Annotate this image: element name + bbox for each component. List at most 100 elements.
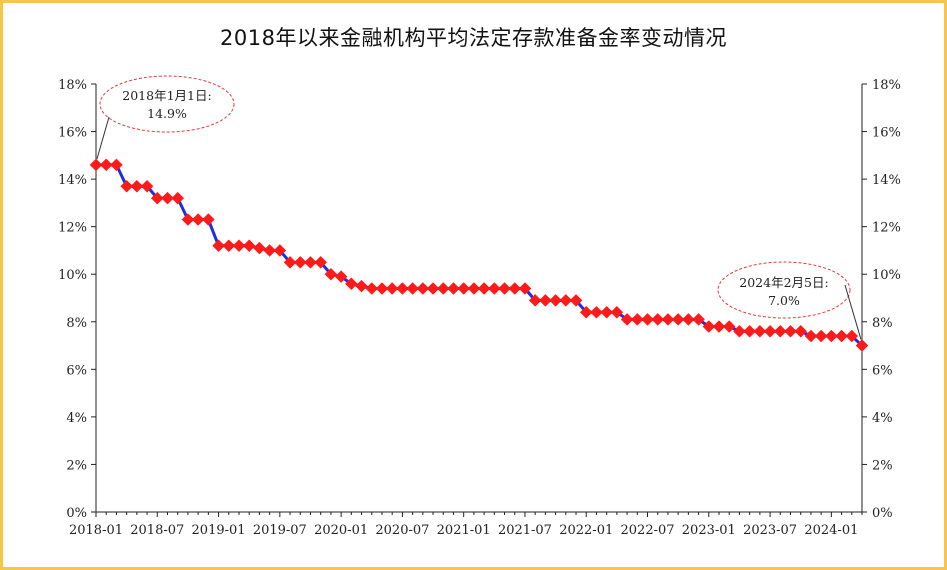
data-point <box>355 279 368 293</box>
y-tick-label-right: 14% <box>872 173 901 188</box>
data-point <box>426 282 440 295</box>
data-point <box>508 282 522 295</box>
data-point <box>794 324 808 338</box>
y-tick-label-left: 2% <box>66 458 87 473</box>
data-point <box>212 239 225 253</box>
data-point <box>620 313 634 326</box>
data-point <box>293 255 307 269</box>
y-tick-label-right: 8% <box>872 316 893 331</box>
data-point <box>743 324 757 338</box>
y-tick-label-left: 10% <box>58 268 87 283</box>
chart-title: 2018年以来金融机构平均法定存款准备金率变动情况 <box>220 26 727 50</box>
data-point <box>283 255 297 269</box>
data-point <box>651 313 665 326</box>
data-point <box>784 324 797 338</box>
data-point <box>324 267 338 281</box>
data-point <box>191 213 205 226</box>
y-tick-label-left: 0% <box>66 506 87 521</box>
data-point <box>253 241 266 255</box>
data-point <box>569 294 583 307</box>
data-point <box>518 282 532 295</box>
y-tick-label-right: 2% <box>872 458 893 473</box>
x-tick-label: 2020-07 <box>375 523 429 538</box>
data-point <box>467 282 481 295</box>
x-tick-label: 2019-07 <box>253 523 307 538</box>
data-point <box>334 270 348 283</box>
data-point <box>457 282 471 295</box>
data-point <box>579 305 593 319</box>
data-point <box>120 179 133 193</box>
data-point <box>222 239 236 253</box>
data-point <box>773 324 787 338</box>
data-point <box>375 282 389 295</box>
data-point <box>590 305 603 319</box>
y-tick-label-right: 10% <box>872 268 901 283</box>
y-tick-label-right: 18% <box>872 78 901 93</box>
y-tick-label-left: 14% <box>58 173 87 188</box>
data-point <box>671 313 685 326</box>
annotation-start-date: 2018年1月1日: <box>122 88 211 103</box>
data-point <box>763 324 777 338</box>
data-point <box>201 213 215 226</box>
data-point <box>99 158 113 172</box>
data-point <box>610 305 624 319</box>
data-point <box>181 213 195 226</box>
data-point <box>385 282 399 295</box>
annotation-start-value: 14.9% <box>147 106 187 121</box>
x-tick-label: 2023-07 <box>743 523 797 538</box>
annotation-ellipse-end <box>717 261 851 319</box>
x-tick-label: 2023-01 <box>682 523 736 538</box>
data-point <box>692 313 705 326</box>
data-point <box>835 329 848 343</box>
series-group <box>89 158 869 352</box>
data-point <box>396 282 409 295</box>
data-point <box>702 320 716 333</box>
data-point <box>406 282 419 295</box>
y-axis-right-ticks: 0% 2% 4% 6% 8% 10% 12% 14% 16% 18% <box>862 78 901 521</box>
y-tick-label-right: 12% <box>872 221 901 236</box>
data-point <box>344 277 358 291</box>
y-tick-label-right: 6% <box>872 363 893 378</box>
x-tick-label: 2018-01 <box>69 523 123 538</box>
data-point <box>150 191 164 205</box>
data-point <box>804 329 818 343</box>
data-point <box>273 244 287 257</box>
data-point <box>814 329 828 343</box>
annotation-end-value: 7.0% <box>768 293 800 308</box>
series-line <box>96 163 864 347</box>
data-point <box>232 239 246 253</box>
y-tick-label-left: 8% <box>66 316 87 331</box>
x-tick-label: 2019-01 <box>192 523 246 538</box>
data-point <box>171 191 185 205</box>
y-tick-label-left: 4% <box>66 411 87 426</box>
data-point <box>477 282 491 295</box>
y-tick-label-right: 4% <box>872 411 893 426</box>
data-point <box>845 329 859 343</box>
x-tick-label: 2022-01 <box>559 523 613 538</box>
data-point <box>498 282 511 295</box>
annotation-ellipse-start <box>99 75 235 133</box>
y-axis-left-ticks: 0% 2% 4% 6% 8% 10% 12% 14% 16% 18% <box>58 78 96 521</box>
data-point <box>140 179 154 193</box>
data-point <box>559 294 573 307</box>
annotation-leader-end <box>844 284 862 340</box>
x-tick-label: 2024-01 <box>804 523 858 538</box>
data-point <box>447 282 460 295</box>
y-tick-label-left: 12% <box>58 221 87 236</box>
data-point <box>487 282 501 295</box>
data-point <box>661 313 675 326</box>
y-tick-label-right: 0% <box>872 506 893 521</box>
y-tick-label-right: 16% <box>872 126 901 141</box>
data-point <box>600 305 614 319</box>
data-point <box>304 255 317 269</box>
data-point <box>825 329 838 343</box>
y-tick-label-left: 6% <box>66 363 87 378</box>
x-tick-label: 2018-07 <box>130 523 184 538</box>
x-axis-ticks: 2018-01 2018-07 2019-01 2019-07 2020-01 2020-… <box>69 512 863 538</box>
x-tick-label: 2021-07 <box>498 523 552 538</box>
data-point <box>753 324 767 338</box>
data-point <box>539 294 552 307</box>
y-tick-label-left: 18% <box>58 78 87 93</box>
data-point <box>682 313 695 326</box>
